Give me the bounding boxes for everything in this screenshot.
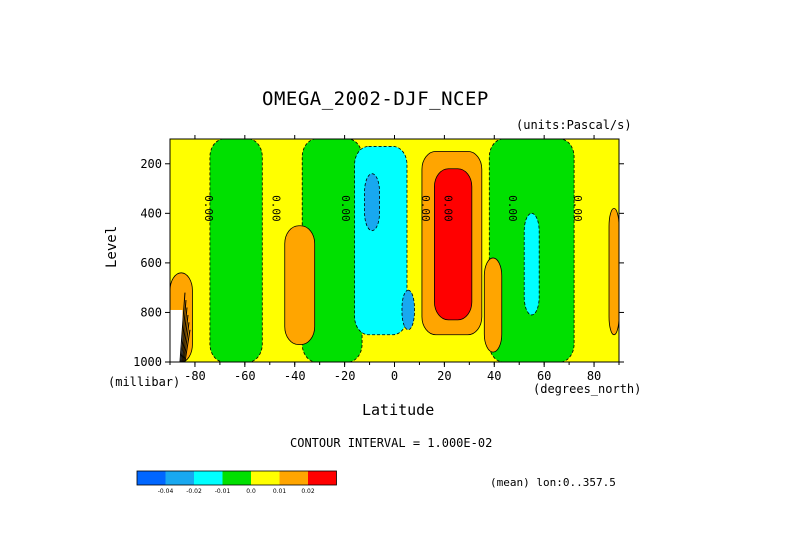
x-tick-label: 80 — [587, 369, 601, 383]
region-9 — [523, 212, 540, 316]
x-tick-label: -80 — [184, 369, 206, 383]
contour-label: 0.00 — [571, 195, 584, 222]
dense-contour-line — [179, 292, 186, 362]
y-tick-label: 600 — [140, 256, 162, 270]
units-label: (units:Pascal/s) — [516, 118, 632, 132]
topography-mask — [170, 309, 183, 362]
region-3 — [364, 173, 380, 232]
colorbar-level-label: -0.04 — [158, 488, 174, 495]
x-tick-label: 20 — [437, 369, 451, 383]
y-tick-label: 200 — [140, 157, 162, 171]
region-7 — [434, 168, 473, 321]
y-tick-label: 1000 — [133, 355, 162, 369]
y-axis-unit: (millibar) — [108, 375, 181, 389]
colorbar-swatch — [222, 471, 251, 485]
colorbar-swatch — [137, 471, 166, 485]
dense-contour-line — [182, 314, 189, 362]
contour-label: 0.00 — [202, 195, 215, 222]
x-tick-label: -20 — [334, 369, 356, 383]
region-2 — [354, 146, 408, 336]
x-tick-label: 60 — [537, 369, 551, 383]
y-tick-label: 400 — [140, 206, 162, 220]
contour-label: 0.00 — [441, 195, 454, 222]
colorbar-level-label: 0.01 — [273, 488, 287, 495]
contour-label: 0.00 — [419, 195, 432, 222]
y-tick-label: 800 — [140, 305, 162, 319]
contour-interval: CONTOUR INTERVAL = 1.000E-02 — [290, 436, 493, 450]
region-4 — [401, 289, 415, 331]
dense-contour-line — [184, 329, 191, 362]
colorbar-frame — [136, 470, 337, 486]
x-tick-label: 0 — [391, 369, 398, 383]
region-10 — [483, 257, 503, 353]
x-tick-label: -60 — [234, 369, 256, 383]
colorbar-swatch — [251, 471, 280, 485]
dense-contour-line — [181, 307, 188, 362]
region-11 — [608, 207, 619, 336]
x-tick-label: 40 — [487, 369, 501, 383]
colorbar-swatch — [279, 471, 308, 485]
colorbar-level-label: -0.02 — [186, 488, 202, 495]
colorbar-swatch — [308, 471, 337, 485]
plot-area — [170, 139, 619, 362]
mean-lon-label: (mean) lon:0..357.5 — [490, 476, 616, 489]
x-tick-label: -40 — [284, 369, 306, 383]
colorbar-level-label: 0.0 — [246, 488, 256, 495]
colorbar-swatch — [165, 471, 194, 485]
colorbar-level-label: -0.01 — [215, 488, 231, 495]
x-axis-label: Latitude — [362, 401, 435, 419]
contour-label: 0.00 — [269, 195, 282, 222]
x-axis-unit: (degrees_north) — [533, 382, 642, 396]
region-5 — [284, 225, 316, 346]
colorbar-level-label: 0.02 — [301, 488, 315, 495]
contour-label: 0.00 — [506, 195, 519, 222]
colorbar-swatch — [194, 471, 223, 485]
contour-label: 0.00 — [339, 195, 352, 222]
region-0 — [209, 139, 263, 362]
chart-title: OMEGA_2002-DJF_NCEP — [262, 88, 489, 110]
dense-contour-line — [180, 300, 187, 362]
dense-contour-line — [183, 322, 190, 362]
